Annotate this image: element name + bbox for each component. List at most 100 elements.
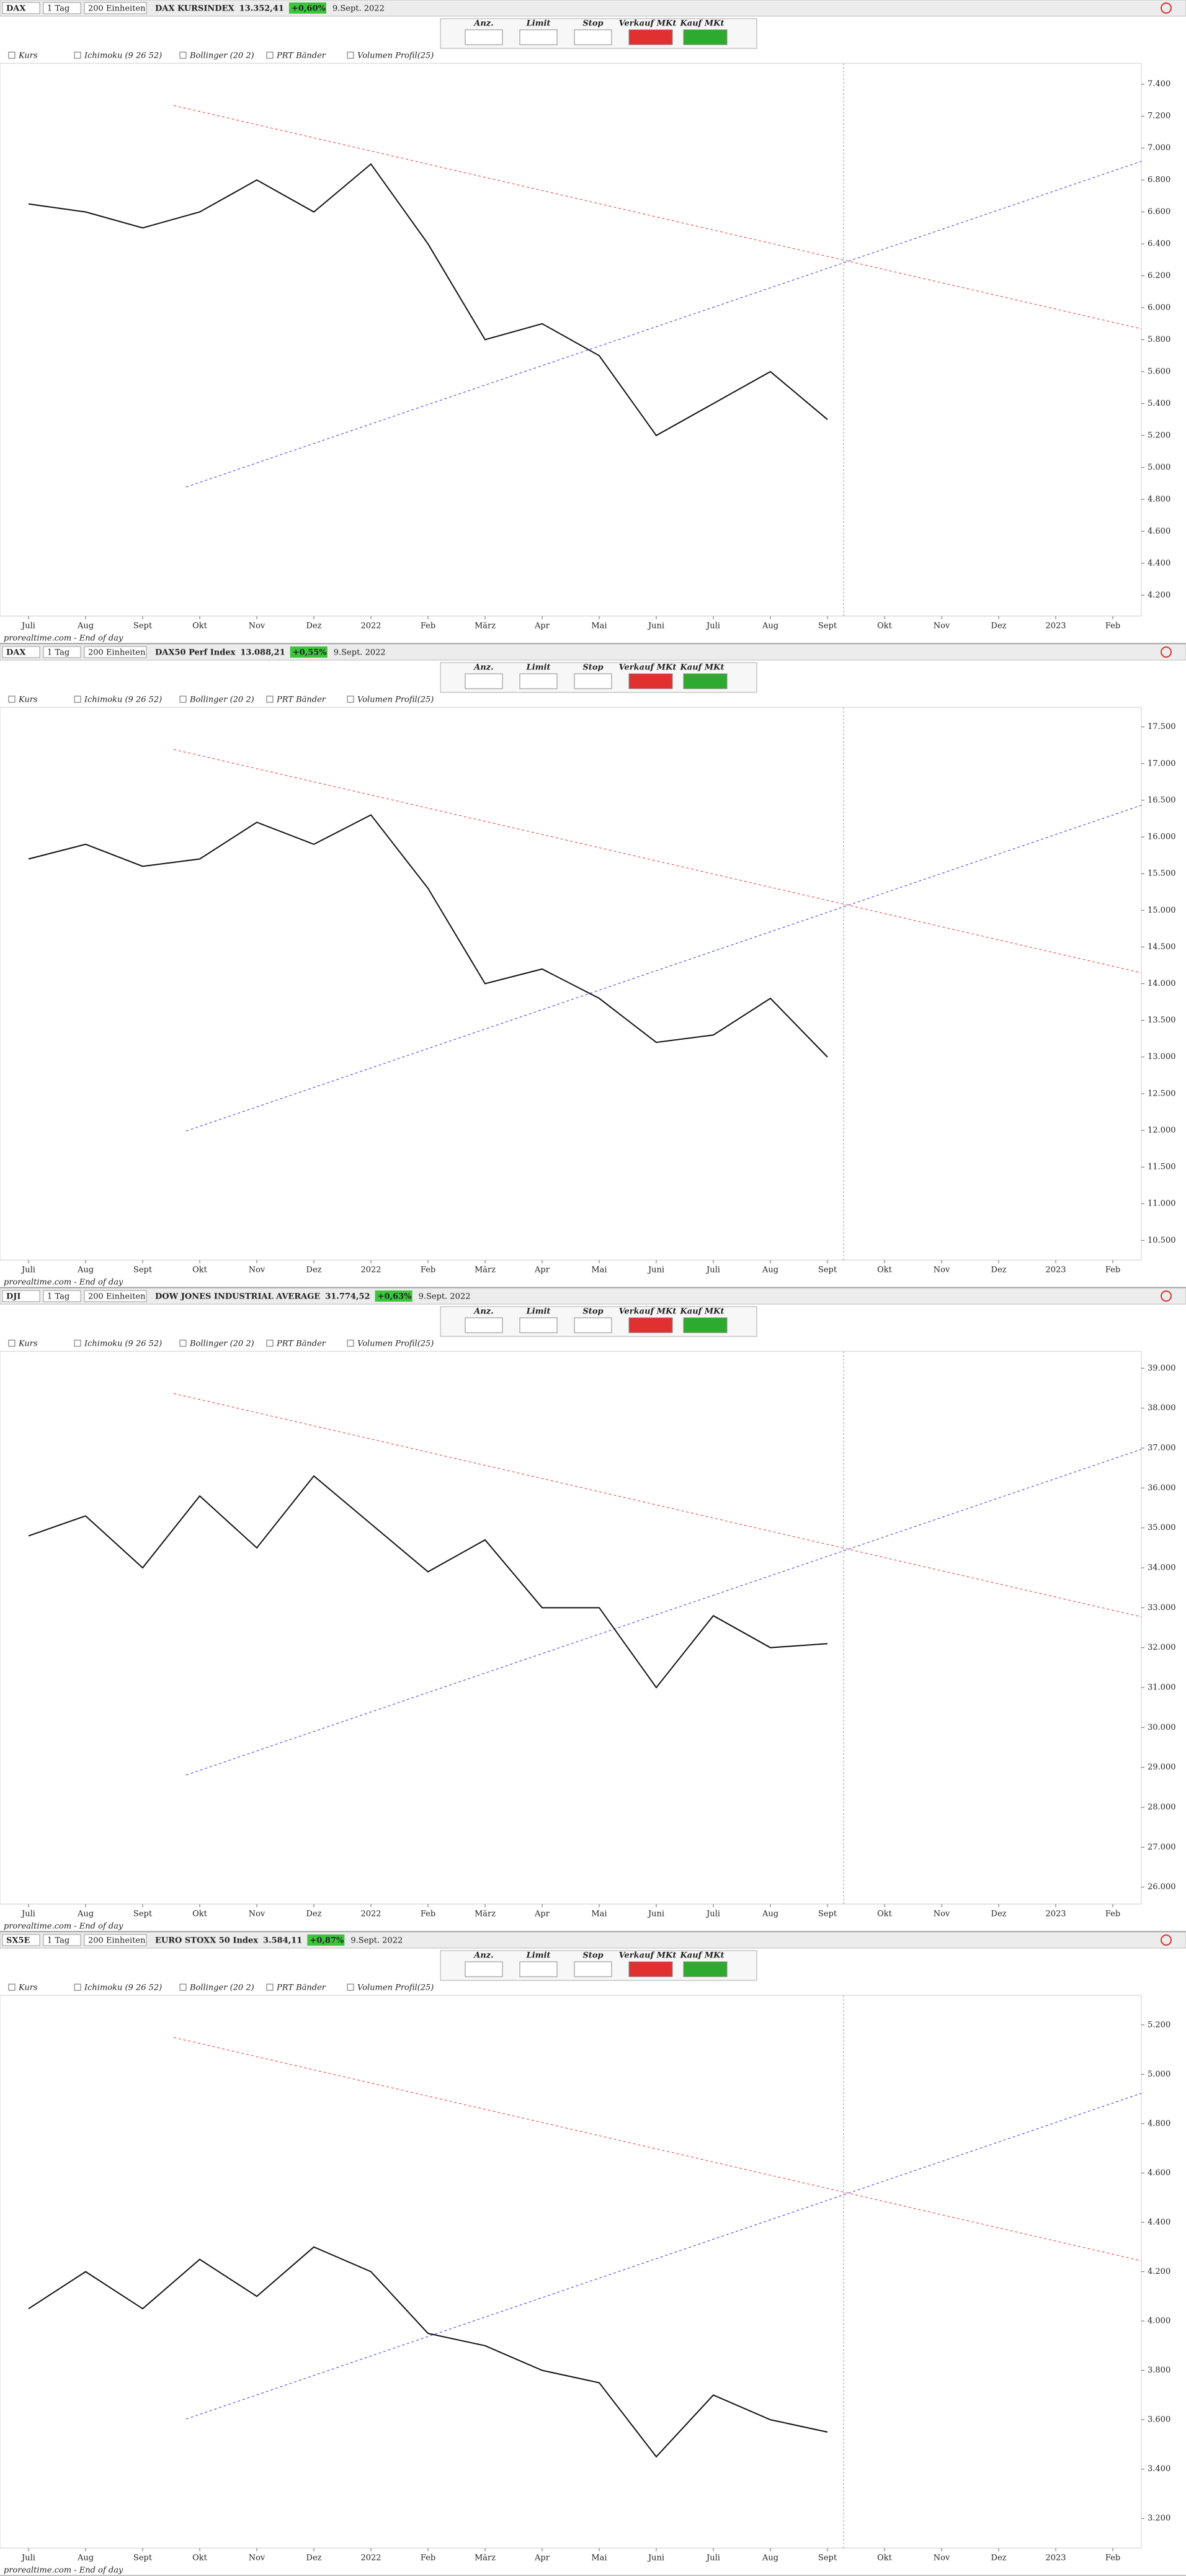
indicator-check[interactable]: [74, 51, 81, 59]
y-tick-label: 16.500: [1148, 795, 1176, 805]
y-tick-label: 17.000: [1148, 759, 1176, 768]
x-tick-label: Dez: [306, 2554, 322, 2563]
indicator-check[interactable]: [266, 1983, 274, 1991]
indicator-label: PRT Bänder: [276, 51, 326, 61]
y-tick-label: 4.400: [1148, 558, 1170, 568]
interval-box[interactable]: [43, 1290, 81, 1302]
y-tick-label: 17.500: [1148, 722, 1176, 731]
refresh-icon[interactable]: [1161, 646, 1172, 658]
units-box[interactable]: [84, 1934, 147, 1946]
x-tick-label: Juli: [705, 2554, 720, 2563]
x-tick-label: Dez: [306, 622, 322, 631]
order-button[interactable]: [465, 1317, 503, 1333]
y-tick-label: 15.000: [1148, 906, 1176, 915]
date: 9.Sept. 2022: [419, 1292, 471, 1302]
symbol-box[interactable]: [2, 2, 40, 14]
order-button[interactable]: [465, 673, 503, 689]
trend-line: [185, 2093, 1142, 2420]
order-button[interactable]: [519, 673, 558, 689]
indicator-label: PRT Bänder: [276, 1339, 326, 1349]
y-tick-label: 4.600: [1148, 2168, 1170, 2178]
x-tick-label: Feb: [421, 622, 435, 631]
indicator-check[interactable]: [8, 1339, 16, 1347]
indicator-check[interactable]: [179, 1339, 187, 1347]
order-button[interactable]: [628, 1961, 673, 1977]
order-label: Stop: [582, 663, 603, 673]
symbol-box[interactable]: [2, 1290, 40, 1302]
y-tick-label: 3.800: [1148, 2366, 1170, 2375]
indicator-check[interactable]: [347, 695, 354, 703]
trend-line: [185, 161, 1142, 488]
indicator-check[interactable]: [8, 695, 16, 703]
indicator-check[interactable]: [8, 1983, 16, 1991]
refresh-icon[interactable]: [1161, 1934, 1172, 1946]
x-tick-label: Juni: [647, 622, 664, 631]
footer: prorealtime.com - End of day: [4, 2566, 123, 2575]
chart-panel: SX5E 1 Tag 200 Einheiten EURO STOXX 50 Inde…: [0, 1931, 1186, 2576]
indicator-check[interactable]: [74, 695, 81, 703]
indicator-check[interactable]: [74, 1983, 81, 1991]
indicator-check[interactable]: [179, 1983, 187, 1991]
indicator-check[interactable]: [347, 1983, 354, 1991]
order-button[interactable]: [683, 673, 728, 689]
trend-line: [173, 749, 1142, 973]
indicator-check[interactable]: [179, 51, 187, 59]
y-tick-label: 5.000: [1148, 2070, 1170, 2079]
interval-box[interactable]: [43, 646, 81, 658]
order-button[interactable]: [628, 29, 673, 45]
indicator-label: Kurs: [18, 51, 38, 61]
interval-box[interactable]: [43, 2, 81, 14]
interval: 1 Tag: [47, 1936, 69, 1946]
order-button[interactable]: [574, 29, 612, 45]
indicator-label: Volumen Profil(25): [357, 51, 434, 61]
order-button[interactable]: [683, 1317, 728, 1333]
x-tick-label: Okt: [192, 1266, 208, 1275]
indicator-check[interactable]: [179, 695, 187, 703]
x-tick-label: Apr: [534, 622, 550, 631]
refresh-icon[interactable]: [1161, 2, 1172, 14]
x-tick-label: Nov: [934, 2554, 950, 2563]
footer: prorealtime.com - End of day: [4, 1278, 123, 1287]
y-tick-label: 4.800: [1148, 494, 1170, 504]
order-button[interactable]: [465, 29, 503, 45]
order-button[interactable]: [519, 1961, 558, 1977]
order-button[interactable]: [574, 1317, 612, 1333]
indicator-check[interactable]: [347, 1339, 354, 1347]
order-button[interactable]: [519, 29, 558, 45]
order-button[interactable]: [574, 1961, 612, 1977]
order-button[interactable]: [683, 29, 728, 45]
chart-title: DOW JONES INDUSTRIAL AVERAGE: [155, 1292, 320, 1302]
units: 200 Einheiten: [88, 1292, 146, 1302]
x-tick-label: Aug: [762, 1266, 778, 1275]
y-tick-label: 5.800: [1148, 335, 1170, 344]
order-button[interactable]: [683, 1961, 728, 1977]
symbol-box[interactable]: [2, 646, 40, 658]
y-tick-label: 4.200: [1148, 591, 1170, 600]
x-tick-label: Nov: [249, 1910, 265, 1919]
interval-box[interactable]: [43, 1934, 81, 1946]
units-box[interactable]: [84, 2, 147, 14]
order-button[interactable]: [519, 1317, 558, 1333]
order-label: Anz.: [473, 1951, 493, 1961]
order-button[interactable]: [628, 1317, 673, 1333]
indicator-check[interactable]: [8, 51, 16, 59]
x-tick-label: Okt: [877, 622, 893, 631]
order-button[interactable]: [465, 1961, 503, 1977]
footer: prorealtime.com - End of day: [4, 1922, 123, 1931]
indicator-check[interactable]: [347, 51, 354, 59]
units-box[interactable]: [84, 1290, 147, 1302]
symbol-box[interactable]: [2, 1934, 40, 1946]
x-tick-label: Aug: [762, 2554, 778, 2563]
x-tick-label: 2023: [1045, 2554, 1066, 2563]
y-tick-label: 13.000: [1148, 1052, 1176, 1062]
indicator-check[interactable]: [74, 1339, 81, 1347]
indicator-check[interactable]: [266, 1339, 274, 1347]
indicator-check[interactable]: [266, 695, 274, 703]
indicator-label: Ichimoku (9 26 52): [84, 51, 162, 61]
refresh-icon[interactable]: [1161, 1290, 1172, 1302]
units-box[interactable]: [84, 646, 147, 658]
indicator-check[interactable]: [266, 51, 274, 59]
order-button[interactable]: [574, 673, 612, 689]
y-tick-label: 4.600: [1148, 527, 1170, 536]
order-button[interactable]: [628, 673, 673, 689]
